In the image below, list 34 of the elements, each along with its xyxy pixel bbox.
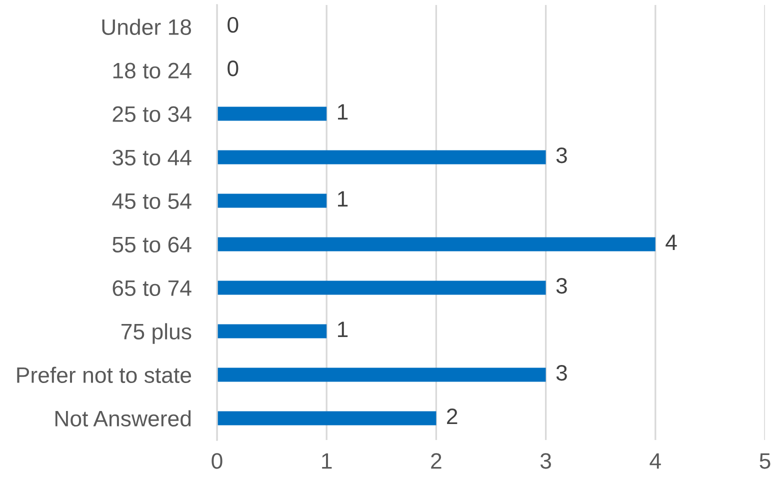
data-label: 0 bbox=[228, 16, 238, 33]
data-label: 1 bbox=[338, 104, 348, 120]
data-label: 1 bbox=[338, 322, 348, 337]
y-tick-label: Not Answered bbox=[55, 410, 191, 427]
x-tick-label: 5 bbox=[760, 453, 770, 469]
data-label: 4 bbox=[666, 234, 677, 250]
bar bbox=[217, 194, 327, 208]
y-tick-label: 45 to 54 bbox=[112, 194, 192, 210]
x-tick-label: 0 bbox=[212, 453, 222, 469]
data-label: 3 bbox=[556, 147, 567, 164]
x-tick-label: 2 bbox=[431, 453, 442, 469]
data-label: 1 bbox=[338, 191, 348, 206]
y-tick-label: Prefer not to state bbox=[17, 366, 192, 384]
bar bbox=[217, 368, 546, 382]
x-tick-label: 1 bbox=[322, 453, 332, 469]
bar bbox=[217, 106, 327, 121]
y-tick-label: 75 plus bbox=[121, 323, 192, 344]
x-tick-label: 4 bbox=[650, 453, 661, 469]
bar bbox=[217, 411, 436, 426]
y-tick-label: 25 to 34 bbox=[112, 106, 192, 122]
y-tick-label: 35 to 44 bbox=[112, 150, 192, 166]
bar bbox=[217, 150, 546, 164]
data-label: 3 bbox=[556, 278, 567, 294]
y-tick-label: 55 to 64 bbox=[112, 236, 192, 253]
data-label: 0 bbox=[228, 60, 238, 76]
data-label: 3 bbox=[556, 364, 567, 381]
bar bbox=[217, 280, 546, 295]
y-tick-label: 18 to 24 bbox=[113, 62, 192, 79]
x-tick-label: 3 bbox=[540, 453, 552, 469]
bar bbox=[217, 324, 327, 338]
data-label: 2 bbox=[447, 408, 458, 424]
y-tick-label: 65 to 74 bbox=[112, 280, 192, 296]
bar bbox=[217, 237, 656, 252]
y-tick-label: Under 18 bbox=[102, 18, 192, 36]
